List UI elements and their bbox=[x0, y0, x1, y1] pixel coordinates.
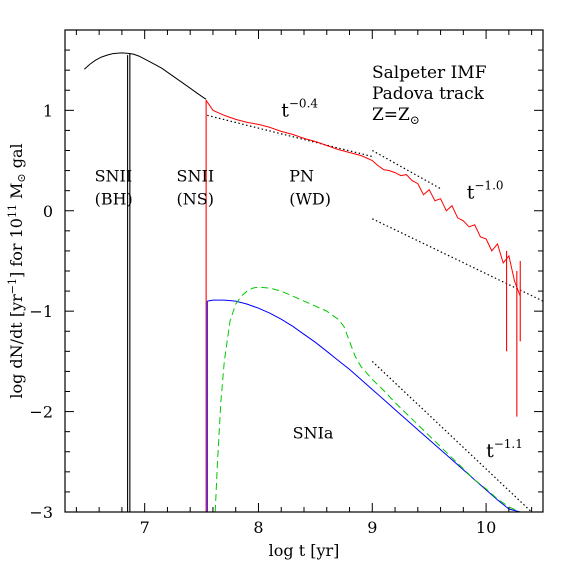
powerlaw-label: t−0.4 bbox=[281, 96, 318, 121]
powerlaw-fit-line-1 bbox=[371, 149, 441, 190]
powerlaw-fit-line-3 bbox=[371, 360, 533, 512]
x-tick-label: 7 bbox=[140, 518, 150, 537]
y-axis-label: log dN/dt [yr−1] for 1011 M⊙ gal bbox=[6, 143, 28, 398]
text-layer: 7 8 9 10 −3 −2 −1 0 1 log t [yr] log dN/dt [yr−1] … bbox=[6, 63, 523, 560]
region-label-type: (BH) bbox=[95, 190, 133, 209]
plot-frame bbox=[64, 29, 544, 513]
annotation-note: Salpeter IMF bbox=[372, 63, 487, 83]
y-tick-label: −3 bbox=[29, 503, 53, 522]
x-tick-label: 9 bbox=[367, 518, 377, 537]
x-axis-label: log t [yr] bbox=[269, 541, 340, 560]
x-tick-label: 10 bbox=[476, 518, 496, 537]
data-layer bbox=[83, 52, 543, 512]
y-tick-label: −2 bbox=[29, 403, 53, 422]
powerlaw-label: t−1.0 bbox=[467, 179, 504, 204]
snia-label: SNIa bbox=[293, 424, 334, 443]
annotation-metallicity: Z=Z⊙ bbox=[372, 105, 420, 127]
region-label-type: (NS) bbox=[177, 190, 214, 209]
axis-ticks bbox=[65, 29, 543, 513]
x-tick-label: 8 bbox=[253, 518, 263, 537]
powerlaw-fit-line-0 bbox=[207, 114, 373, 158]
region-label-type: (WD) bbox=[289, 190, 331, 209]
y-tick-label: −1 bbox=[29, 302, 53, 321]
region-label-title: SNII bbox=[95, 167, 133, 186]
series-snii-line bbox=[83, 52, 207, 100]
plot-area bbox=[83, 52, 543, 512]
powerlaw-label: t−1.1 bbox=[486, 437, 523, 462]
series-pn-line bbox=[205, 100, 521, 297]
annotation-note: Padova track bbox=[372, 84, 485, 104]
region-label-title: SNII bbox=[177, 167, 215, 186]
series-snia_green-line bbox=[214, 286, 521, 512]
region-label-title: PN bbox=[289, 167, 314, 186]
y-tick-label: 0 bbox=[43, 202, 53, 221]
y-tick-label: 1 bbox=[43, 101, 53, 120]
series-snia_blue-line bbox=[207, 299, 521, 512]
